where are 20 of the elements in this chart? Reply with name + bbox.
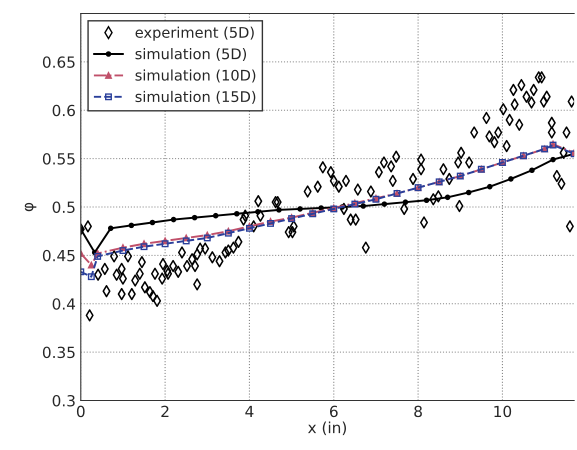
legend-label: experiment (5D) xyxy=(136,26,254,41)
y-tick-label: 0.3 xyxy=(52,394,75,407)
x-tick-label: 10 xyxy=(494,406,512,418)
legend-label: simulation (15D) xyxy=(136,90,256,104)
y-tick-label: 0.55 xyxy=(42,153,75,165)
x-tick-label: 4 xyxy=(245,406,254,417)
x-tick-label: 0 xyxy=(76,406,85,418)
y-tick-label: 0.45 xyxy=(42,250,75,262)
y-tick-label: 0.6 xyxy=(52,104,75,116)
x-tick-label: 6 xyxy=(330,406,338,418)
y-tick-label: 0.4 xyxy=(52,298,76,310)
y-tick-label: 0.35 xyxy=(42,346,75,358)
x-tick-label: 2 xyxy=(161,406,168,417)
y-tick-label: 0.65 xyxy=(42,56,75,68)
x-axis-title: x (in) xyxy=(308,422,346,436)
legend-label: simulation (5D) xyxy=(136,48,246,62)
y-tick-label: 0.5 xyxy=(52,201,75,214)
y-axis-title: φ xyxy=(24,202,36,212)
legend-label: simulation (10D) xyxy=(136,69,256,82)
x-tick-label: 8 xyxy=(414,406,422,418)
